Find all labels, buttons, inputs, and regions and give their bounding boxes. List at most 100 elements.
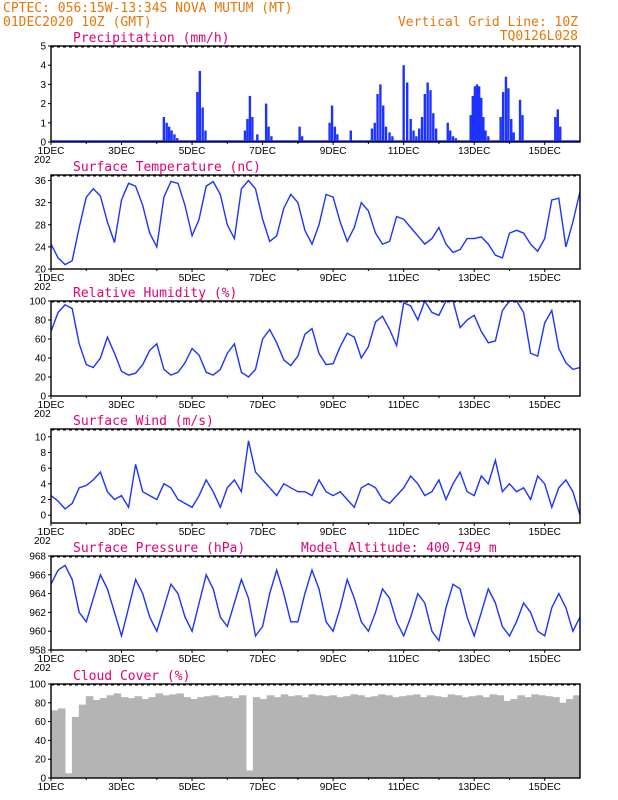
cloud-cover-bar <box>71 716 80 778</box>
cloud-cover-bar <box>412 694 421 778</box>
humidity-xtick-label: 7DEC <box>249 400 276 411</box>
pressure-xtick-label: 9DEC <box>320 654 347 665</box>
precipitation-bar <box>510 118 513 142</box>
cloud-cover-bar <box>405 695 414 778</box>
precipitation-bar <box>518 99 522 142</box>
cloud-cover-bar <box>155 693 163 778</box>
pressure-ytick-label: 966 <box>29 570 46 581</box>
precipitation-xtick-label: 11DEC <box>388 146 420 157</box>
cloud-cover-bar <box>64 773 73 778</box>
grid-note: Vertical Grid Line: 10Z <box>398 15 578 30</box>
precipitation-bar <box>267 126 270 142</box>
cloud-cover-xtick-label: 11DEC <box>388 782 420 793</box>
cloud-cover-bar <box>503 700 511 778</box>
precipitation-xtick-label: 3DEC <box>108 146 135 157</box>
precipitation-bar <box>384 126 388 142</box>
cloud-cover-bar <box>308 694 317 778</box>
precipitation-bar <box>484 130 487 142</box>
precipitation-ytick-label: 2 <box>40 99 46 110</box>
cloud-cover-bar <box>371 696 379 778</box>
cloud-cover-bar <box>524 697 532 778</box>
wind-frame <box>50 428 581 524</box>
precipitation-bar <box>454 138 458 142</box>
humidity-year-label: 202 <box>34 409 51 420</box>
temperature-xtick-label: 5DEC <box>179 273 206 284</box>
cloud-cover-bar <box>169 694 177 778</box>
cloud-cover-bar <box>482 697 491 778</box>
humidity-xtick-label: 3DEC <box>108 400 135 411</box>
precipitation-bar <box>559 126 562 142</box>
temperature-ytick-label: 24 <box>35 242 47 253</box>
precipitation-bar <box>482 117 485 142</box>
cloud-cover-bar <box>106 695 115 778</box>
pressure-line <box>50 564 581 643</box>
cloud-cover-bar <box>322 696 331 778</box>
precipitation-bar <box>370 128 374 142</box>
pressure-xtick-label: 11DEC <box>388 654 420 665</box>
cloud-cover-ytick-label: 80 <box>35 698 47 709</box>
precipitation-bar <box>426 82 429 142</box>
cloud-cover-bar <box>287 696 296 778</box>
precipitation-bar <box>336 134 339 142</box>
pressure-title: Surface Pressure (hPa) <box>73 541 245 556</box>
precipitation-bar <box>162 117 166 142</box>
precipitation-xtick-label: 5DEC <box>179 146 206 157</box>
humidity-xtick-label: 11DEC <box>388 400 420 411</box>
cloud-cover-ytick-label: 100 <box>29 680 46 691</box>
precipitation-bar <box>248 95 252 142</box>
precipitation-bar <box>434 128 438 142</box>
cloud-cover-bar <box>120 697 129 778</box>
pressure-xtick-label: 7DEC <box>249 654 276 665</box>
station-header: CPTEC: 056:15W-13:34S NOVA MUTUM (MT) <box>3 1 293 16</box>
pressure-ytick-label: 960 <box>29 627 46 638</box>
temperature-ytick-label: 36 <box>35 176 47 187</box>
precipitation-frame <box>50 45 581 143</box>
precipitation-bar <box>475 84 479 142</box>
precipitation-bar <box>300 136 304 142</box>
cloud-cover-frame <box>50 683 581 779</box>
temperature-xtick-label: 3DEC <box>108 273 135 284</box>
cloud-cover-xtick-label: 3DEC <box>108 782 135 793</box>
wind-ytick-label: 8 <box>40 448 46 459</box>
cloud-cover-bar <box>496 695 505 778</box>
panels: Precipitation (mm/h) 0 1 2 3 4 5 1DEC 3DEC 5DEC 7D… <box>29 31 581 793</box>
precipitation-xtick-label: 7DEC <box>249 146 276 157</box>
precipitation-ytick-label: 0 <box>40 138 46 149</box>
cloud-cover-title: Cloud Cover (%) <box>73 669 190 684</box>
pressure-panel: Surface Pressure (hPa) Model Altitude: 40… <box>29 541 581 674</box>
wind-year-label: 202 <box>34 536 51 547</box>
precipitation-bar <box>556 109 559 142</box>
cloud-cover-bar <box>225 696 233 778</box>
cloud-cover-bar <box>364 697 372 778</box>
cloud-cover-bar <box>259 699 268 778</box>
cloud-cover-bar <box>531 694 539 778</box>
humidity-line <box>50 299 581 378</box>
pressure-ytick-label: 964 <box>29 589 46 600</box>
precipitation-bar <box>204 130 207 142</box>
precipitation-bar <box>507 88 510 142</box>
cloud-cover-bar <box>85 696 94 778</box>
cloud-cover-bar <box>461 697 470 778</box>
wind-ytick-label: 0 <box>40 511 46 522</box>
precipitation-bar <box>477 86 481 142</box>
humidity-panel: Relative Humidity (%) 0 20 40 60 80 100 1DEC 3DE… <box>29 286 581 420</box>
wind-xtick-label: 3DEC <box>108 527 135 538</box>
temperature-xtick-label: 15DEC <box>529 273 561 284</box>
cloud-cover-bar <box>301 697 310 778</box>
precipitation-bar <box>391 136 394 142</box>
precipitation-bar <box>349 130 352 142</box>
temperature-title: Surface Temperature (nC) <box>73 160 261 175</box>
cloud-cover-bar <box>266 695 275 778</box>
precipitation-bar <box>409 118 412 142</box>
wind-xtick-label: 7DEC <box>249 527 276 538</box>
precipitation-bar <box>330 105 334 142</box>
wind-xtick-label: 15DEC <box>529 527 561 538</box>
precipitation-xtick-label: 13DEC <box>458 146 490 157</box>
precipitation-title: Precipitation (mm/h) <box>73 31 230 46</box>
pressure-ytick-label: 958 <box>29 646 46 657</box>
precipitation-bar <box>246 118 249 142</box>
precipitation-bar <box>554 117 557 142</box>
humidity-ytick-label: 20 <box>35 373 47 384</box>
precipitation-panel: Precipitation (mm/h) 0 1 2 3 4 5 1DEC 3DEC 5DEC 7D… <box>34 31 581 166</box>
